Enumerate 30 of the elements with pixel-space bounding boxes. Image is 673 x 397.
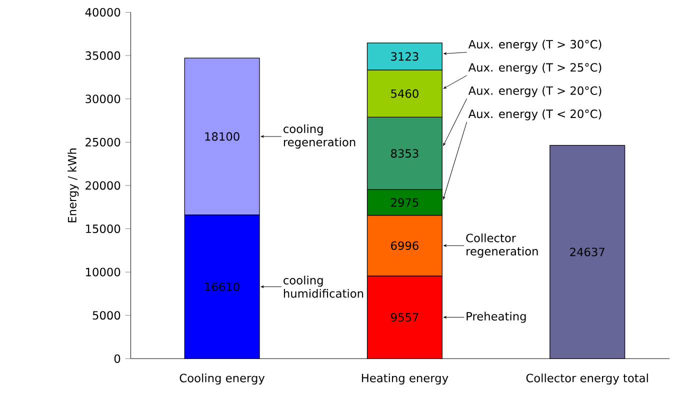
data-label: 24637	[570, 248, 604, 257]
legend-label: Collector regeneration	[466, 234, 538, 258]
legend-label: Preheating	[466, 312, 526, 324]
x-tick-label: Collector energy total	[526, 374, 648, 385]
legend-label: cooling regeneration	[284, 124, 356, 149]
y-axis-title: Energy / kWh	[68, 148, 79, 223]
data-label: 18100	[205, 132, 240, 141]
y-tick-label: 0	[114, 354, 120, 364]
y-tick-label: 35000	[86, 52, 120, 60]
y-tick-label: 20000	[86, 181, 120, 190]
x-tick-label: Cooling energy	[180, 374, 265, 385]
text: Aux. energy (T > 20°C)	[468, 86, 602, 98]
data-label: 3123	[391, 52, 418, 61]
y-tick-label: 5000	[92, 311, 120, 320]
data-label: 9557	[390, 313, 418, 322]
data-label: 6996	[391, 242, 418, 250]
text: Aux. energy (T > 25°C)	[468, 63, 602, 74]
x-tick-label: Heating energy	[362, 374, 448, 385]
y-tick-label: 25000	[86, 138, 120, 147]
data-label: 2975	[391, 198, 418, 207]
text: Aux. energy (T < 20°C)	[468, 110, 602, 121]
y-tick-label: 10000	[86, 268, 120, 277]
y-tick-label: 30000	[86, 94, 120, 104]
data-label: 8353	[391, 149, 418, 158]
y-tick-label: 15000	[86, 224, 120, 234]
y-tick-label: 40000	[85, 8, 120, 17]
data-label: 16610	[205, 282, 240, 292]
data-label: 5460	[391, 90, 418, 98]
legend-label: Aux. energy (T > 30°C)	[468, 40, 602, 51]
legend-label: cooling humidification	[284, 276, 364, 298]
